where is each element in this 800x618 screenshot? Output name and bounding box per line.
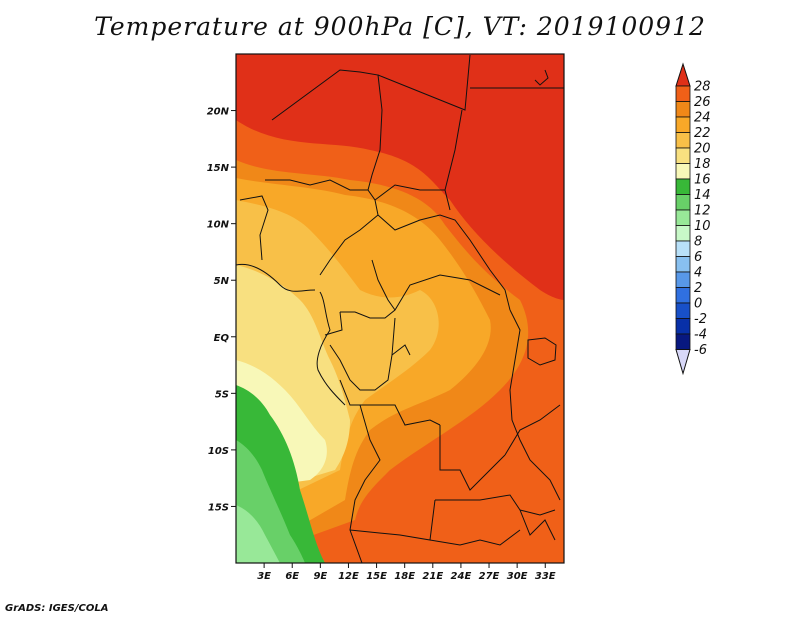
colorbar-swatch <box>675 116 691 133</box>
lat-tick-label: 15N <box>207 163 230 174</box>
lon-tick-label: 30E <box>507 571 528 582</box>
lon-tick-label: 33E <box>535 571 556 582</box>
lon-tick-label: 15E <box>366 571 387 582</box>
map-title: Temperature at 900hPa [C], VT: 201910091… <box>94 12 706 41</box>
colorbar-swatch <box>675 85 691 102</box>
colorbar-level-label: 12 <box>694 204 711 219</box>
lon-tick-label: 12E <box>338 571 359 582</box>
colorbar-level-label: 2 <box>694 281 702 296</box>
colorbar-swatch <box>675 271 691 288</box>
colorbar-level-label: 22 <box>694 126 711 141</box>
colorbar-level-label: 8 <box>694 235 702 250</box>
colorbar-swatch <box>675 178 691 195</box>
country-borders <box>236 54 564 563</box>
colorbar-swatch <box>675 302 691 319</box>
colorbar-swatch <box>675 132 691 149</box>
longitude-axis: 3E 6E 9E 12E 15E 18E 21E 24E 27E 30E 33E <box>257 563 556 582</box>
lat-tick-label: 20N <box>207 107 230 118</box>
colorbar-swatch <box>675 163 691 180</box>
colorbar-swatch <box>675 194 691 211</box>
temperature-field <box>236 54 564 563</box>
colorbar-level-label: 20 <box>694 142 711 157</box>
colorbar-bottom-arrow <box>675 349 691 376</box>
lat-tick-label: 5S <box>215 389 229 400</box>
colorbar-level-label: 16 <box>694 173 711 188</box>
lon-tick-label: 27E <box>479 571 500 582</box>
colorbar-level-label: 28 <box>694 80 711 95</box>
colorbar-swatch <box>675 240 691 257</box>
colorbar-level-label: 4 <box>694 266 702 281</box>
lon-tick-label: 18E <box>394 571 415 582</box>
colorbar-swatch <box>675 333 691 350</box>
colorbar-swatch <box>675 209 691 226</box>
colorbar-level-label: 10 <box>694 219 711 234</box>
colorbar-level-label: 0 <box>694 297 702 312</box>
lat-tick-label: EQ <box>214 333 230 344</box>
lon-tick-label: 21E <box>422 571 443 582</box>
credit-label: GrADS: IGES/COLA <box>5 603 109 614</box>
colorbar-swatch <box>675 225 691 242</box>
colorbar-swatch <box>675 256 691 273</box>
lat-tick-label: 10S <box>208 446 229 457</box>
colorbar-swatch <box>675 318 691 335</box>
lat-tick-label: 10N <box>207 220 230 231</box>
colorbar-swatch <box>675 287 691 304</box>
colorbar-top-arrow <box>675 62 691 87</box>
lon-tick-label: 6E <box>285 571 299 582</box>
lat-tick-label: 5N <box>214 276 230 287</box>
colorbar-level-label: -2 <box>694 312 707 327</box>
colorbar-level-label: 26 <box>694 95 711 110</box>
field-band-10 <box>236 505 280 563</box>
colorbar-level-label: -4 <box>694 328 707 343</box>
colorbar-swatch <box>675 147 691 164</box>
colorbar-level-label: 18 <box>694 157 711 172</box>
colorbar-swatch <box>675 101 691 118</box>
lon-tick-label: 9E <box>313 571 327 582</box>
latitude-axis: 20N 15N 10N 5N EQ 5S 10S 15S <box>207 107 236 513</box>
lon-tick-label: 3E <box>257 571 271 582</box>
colorbar-level-label: -6 <box>694 343 707 358</box>
colorbar-level-label: 24 <box>694 111 711 126</box>
map-frame <box>235 53 565 564</box>
colorbar-level-label: 6 <box>694 250 702 265</box>
colorbar-level-label: 14 <box>694 188 711 203</box>
lat-tick-label: 15S <box>208 502 229 513</box>
lon-tick-label: 24E <box>451 571 472 582</box>
